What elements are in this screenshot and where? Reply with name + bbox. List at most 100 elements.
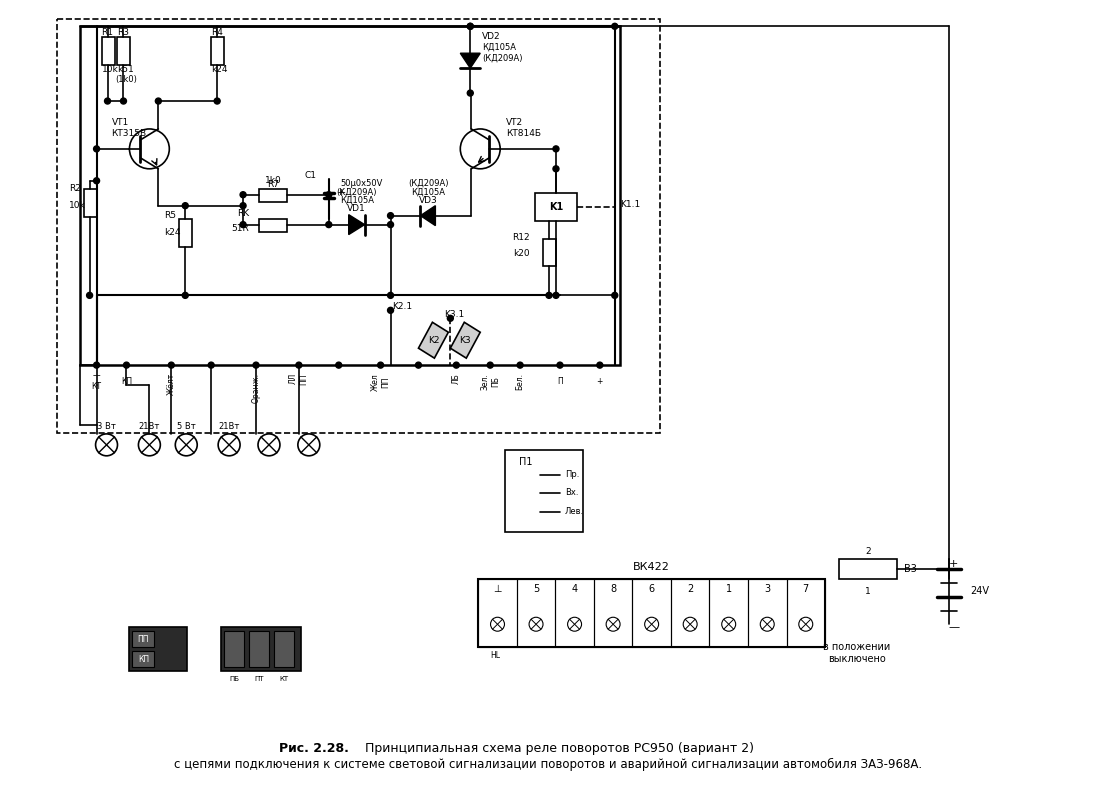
Text: K2.1: K2.1 <box>392 302 413 311</box>
Circle shape <box>93 146 100 152</box>
Text: с цепями подключения к системе световой сигнализации поворотов и аварийной сигна: с цепями подключения к системе световой … <box>174 758 922 772</box>
Circle shape <box>124 363 129 368</box>
Text: ЛБ: ЛБ <box>452 373 460 384</box>
Bar <box>249 631 269 667</box>
Text: 50µ0x50V: 50µ0x50V <box>341 180 384 188</box>
Polygon shape <box>450 322 480 358</box>
Text: 8: 8 <box>610 585 616 594</box>
Text: (1k0): (1k0) <box>115 75 137 83</box>
Circle shape <box>208 363 214 368</box>
Text: R5: R5 <box>164 211 176 220</box>
Text: +: + <box>949 560 958 569</box>
Text: k51: k51 <box>117 65 134 74</box>
Circle shape <box>240 203 246 209</box>
Text: КТ814Б: КТ814Б <box>506 129 541 139</box>
Circle shape <box>93 363 100 368</box>
Text: 3 Вт: 3 Вт <box>98 423 116 431</box>
Text: (КД209А): (КД209А) <box>482 54 523 63</box>
Circle shape <box>104 98 111 104</box>
Text: П: П <box>557 377 563 386</box>
Text: R1: R1 <box>102 28 114 37</box>
Text: КП: КП <box>138 654 149 663</box>
Polygon shape <box>349 215 365 234</box>
Circle shape <box>240 192 246 198</box>
Circle shape <box>240 221 246 228</box>
Text: КП: КП <box>121 377 132 386</box>
Bar <box>517 579 556 647</box>
Text: K3.1: K3.1 <box>444 310 465 319</box>
Circle shape <box>553 293 559 298</box>
Text: K3: K3 <box>459 336 471 345</box>
Bar <box>133 631 155 647</box>
Circle shape <box>182 203 189 209</box>
Text: КД105А: КД105А <box>482 43 516 52</box>
Text: 21Вт: 21Вт <box>139 423 160 431</box>
Circle shape <box>326 221 332 228</box>
Circle shape <box>156 98 161 104</box>
Polygon shape <box>421 205 435 225</box>
Text: ВК422: ВК422 <box>633 562 670 573</box>
Circle shape <box>557 363 563 368</box>
Text: Лев.: Лев. <box>564 507 584 516</box>
Bar <box>133 651 155 667</box>
Text: VT2: VT2 <box>506 119 523 128</box>
Bar <box>671 579 709 647</box>
Bar <box>840 560 897 579</box>
Text: 10k: 10k <box>69 201 85 210</box>
Bar <box>787 579 825 647</box>
Text: 7: 7 <box>802 585 809 594</box>
Text: K1: K1 <box>549 201 563 212</box>
Text: B3: B3 <box>904 565 916 574</box>
Circle shape <box>415 363 422 368</box>
Bar <box>478 579 517 647</box>
Text: Жёлт: Жёлт <box>167 373 175 395</box>
Text: 2: 2 <box>687 585 694 594</box>
Text: +: + <box>596 377 603 386</box>
Text: RK: RK <box>237 209 249 218</box>
Circle shape <box>253 363 259 368</box>
Circle shape <box>296 363 301 368</box>
Text: 6: 6 <box>649 585 654 594</box>
Bar <box>212 37 224 65</box>
Text: VD3: VD3 <box>419 196 437 205</box>
Text: ⊥: ⊥ <box>493 585 502 594</box>
Text: k24: k24 <box>212 65 228 74</box>
Circle shape <box>553 166 559 172</box>
Text: VT1: VT1 <box>112 119 128 128</box>
Text: 5 Вт: 5 Вт <box>176 423 195 431</box>
Bar <box>747 579 787 647</box>
Bar <box>505 450 583 532</box>
Text: K1.1: K1.1 <box>619 200 640 209</box>
Circle shape <box>517 363 523 368</box>
Text: 4: 4 <box>571 585 578 594</box>
Circle shape <box>388 221 393 228</box>
Text: k20: k20 <box>513 249 530 258</box>
Bar <box>117 37 130 65</box>
Text: —
КТ: — КТ <box>92 371 102 391</box>
Bar <box>57 19 660 433</box>
Text: +: + <box>336 188 346 198</box>
Text: ПП: ПП <box>138 634 149 644</box>
Text: Зел.
ПБ: Зел. ПБ <box>480 373 500 390</box>
Text: ПТ: ПТ <box>254 676 264 682</box>
Bar <box>632 579 671 647</box>
Text: Пр.: Пр. <box>564 470 580 480</box>
Text: Вх.: Вх. <box>564 488 579 497</box>
Circle shape <box>447 315 454 322</box>
Text: ЛЛ
ПП: ЛЛ ПП <box>289 373 309 385</box>
Text: 1: 1 <box>726 585 732 594</box>
Text: k24: k24 <box>164 228 181 237</box>
Text: 51R: 51R <box>231 224 249 233</box>
Text: КТ: КТ <box>279 676 288 682</box>
Bar <box>259 219 287 232</box>
Circle shape <box>388 213 393 219</box>
Circle shape <box>182 293 189 298</box>
Text: Рис. 2.28.: Рис. 2.28. <box>279 743 349 755</box>
Circle shape <box>597 363 603 368</box>
Bar <box>80 26 619 365</box>
Circle shape <box>467 23 473 30</box>
Bar <box>556 579 594 647</box>
Text: VD2: VD2 <box>482 32 501 41</box>
Circle shape <box>553 146 559 152</box>
Text: КД105А: КД105А <box>340 195 374 205</box>
